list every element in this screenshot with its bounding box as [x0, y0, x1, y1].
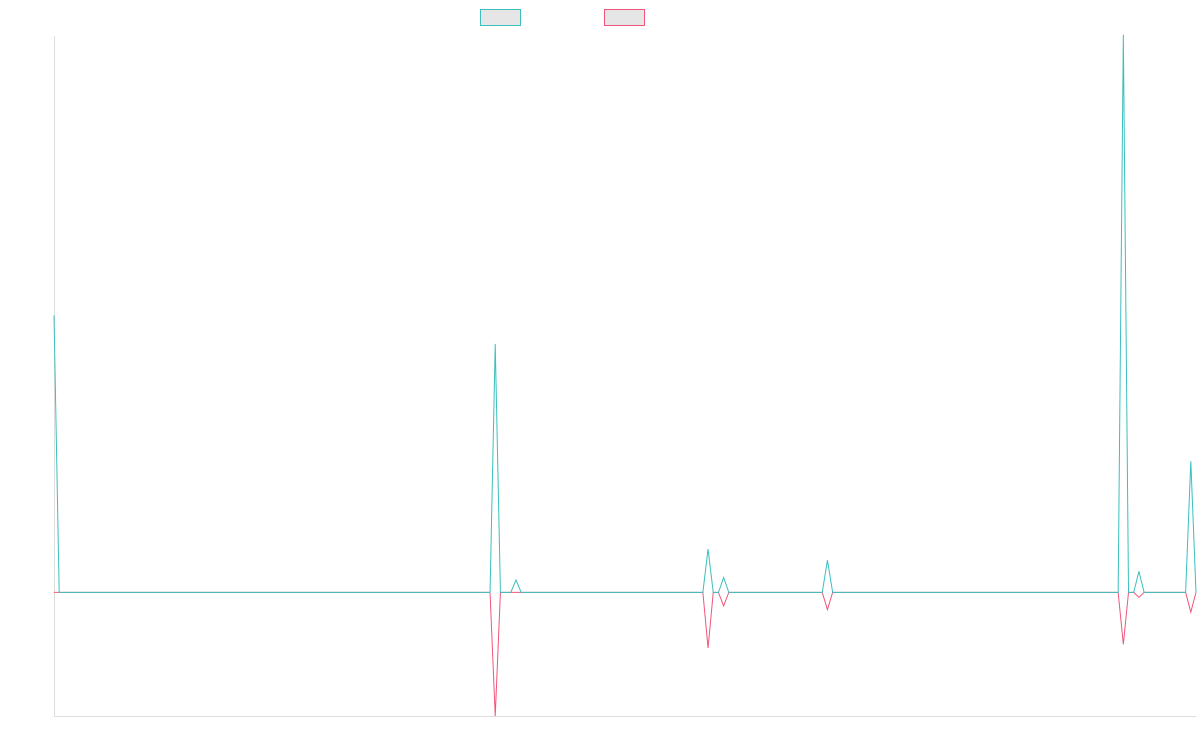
axes	[54, 36, 1196, 717]
legend-swatch-series-1[interactable]	[480, 9, 521, 26]
series-layer	[53, 34, 1197, 717]
legend-swatch-series-2[interactable]	[604, 9, 645, 26]
series-1-line	[53, 34, 1197, 593]
series-2-line	[54, 591, 1197, 717]
legend	[480, 9, 645, 26]
